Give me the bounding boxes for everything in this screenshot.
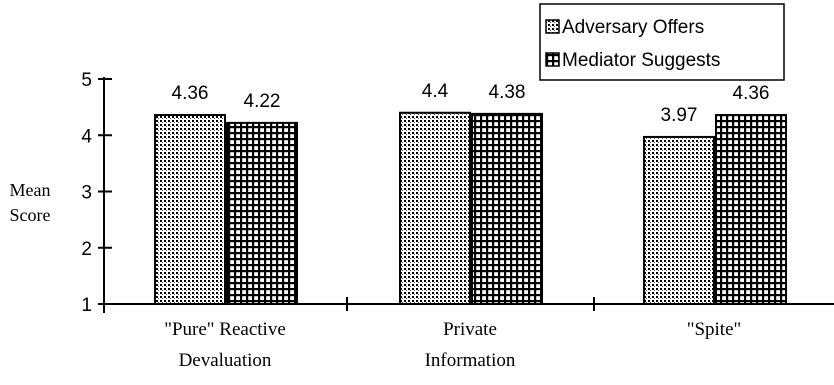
x-category-label: Private xyxy=(443,319,497,340)
y-tick-label: 2 xyxy=(81,239,92,260)
bars xyxy=(154,111,787,305)
bar-value-label: 4.36 xyxy=(172,83,209,104)
bar-grid xyxy=(226,121,298,305)
bar-value-label: 3.97 xyxy=(661,105,698,126)
legend-swatch-grid xyxy=(545,52,560,67)
y-tick-label: 1 xyxy=(81,295,92,316)
legend-label: Mediator Suggests xyxy=(562,50,720,71)
legend-swatch-dots xyxy=(545,19,560,34)
legend-label: Adversary Offers xyxy=(562,17,704,38)
bar-value-label: 4.22 xyxy=(244,91,281,112)
legend-box xyxy=(539,3,785,81)
value-labels: 4.36 4.4 3.97 4.22 4.38 4.36 xyxy=(172,81,770,126)
y-tick-label: 5 xyxy=(81,70,92,91)
x-category-label: "Pure" Reactive xyxy=(164,319,286,340)
y-axis-title: Mean xyxy=(10,180,51,200)
bar-value-label: 4.4 xyxy=(422,81,449,102)
bar-grid xyxy=(471,112,543,305)
bar-dots xyxy=(154,114,226,305)
x-category-label: Information xyxy=(425,350,516,371)
legend: Adversary Offers Mediator Suggests xyxy=(539,3,785,81)
bar-dots xyxy=(643,135,715,305)
y-axis-title: Score xyxy=(10,205,51,225)
bar-value-label: 4.36 xyxy=(733,83,770,104)
bar-dots xyxy=(399,111,471,305)
y-tick-label: 3 xyxy=(81,183,92,204)
bar-value-label: 4.38 xyxy=(489,82,526,103)
x-category-label: "Spite" xyxy=(687,319,742,340)
y-tick-label: 4 xyxy=(81,126,92,147)
x-category-label: Devaluation xyxy=(179,350,272,371)
bar-grid xyxy=(715,114,787,305)
